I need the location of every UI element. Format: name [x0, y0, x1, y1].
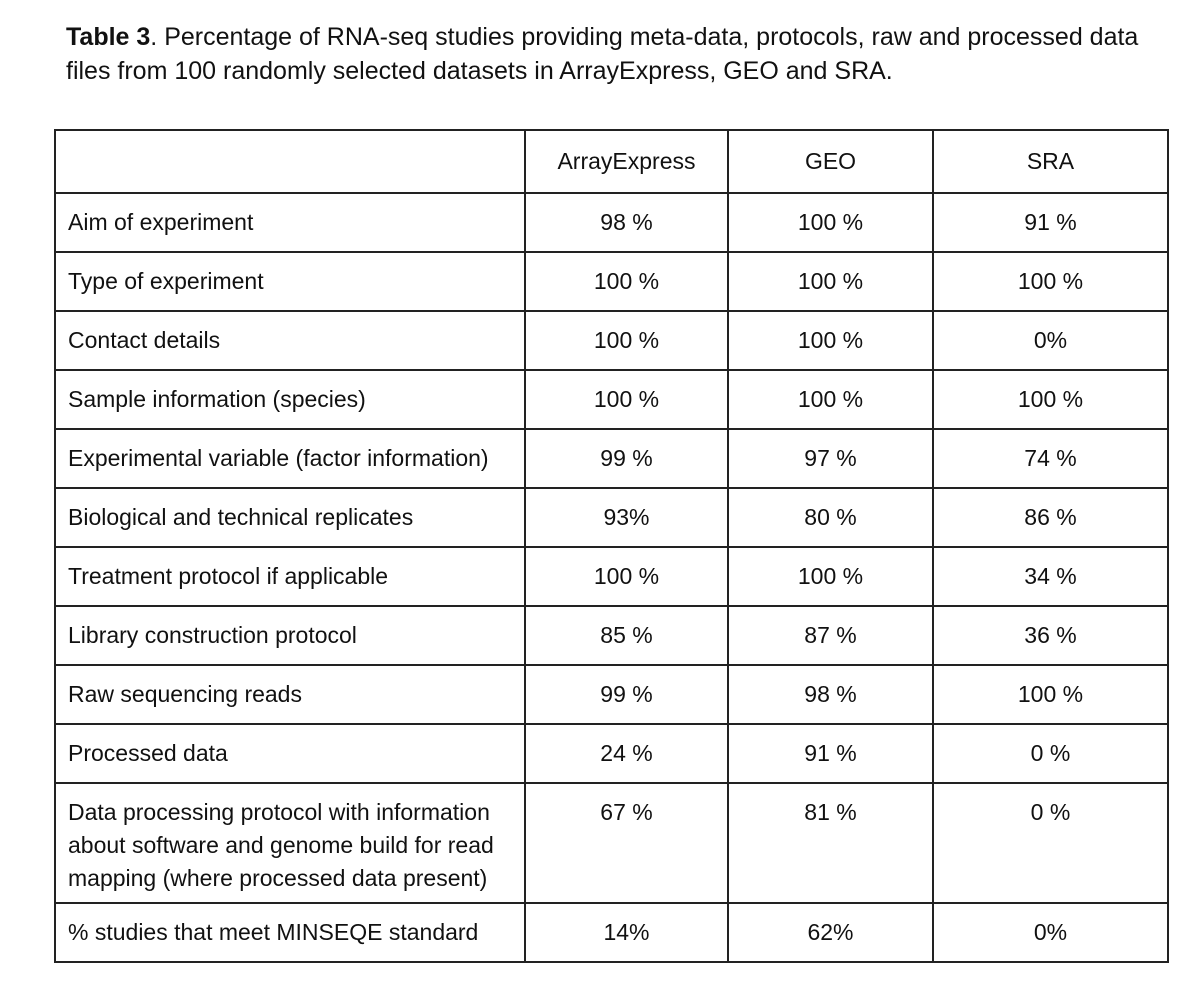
caption-label: Table 3 — [66, 23, 151, 51]
table-row: Data processing protocol with informatio… — [54, 782, 1169, 904]
table-header-row: ArrayExpress GEO SRA — [54, 129, 1169, 194]
cell-sra: 0 % — [932, 723, 1169, 784]
row-label: Library construction protocol — [54, 605, 526, 666]
cell-arrayexpress: 14% — [524, 902, 729, 963]
cell-sra: 100 % — [932, 369, 1169, 430]
table-row: Library construction protocol 85 % 87 % … — [54, 605, 1169, 666]
cell-arrayexpress: 100 % — [524, 251, 729, 312]
cell-sra: 91 % — [932, 192, 1169, 253]
cell-arrayexpress: 100 % — [524, 546, 729, 607]
cell-sra: 0% — [932, 902, 1169, 963]
cell-geo: 100 % — [727, 192, 934, 253]
header-cell-arrayexpress: ArrayExpress — [524, 129, 729, 194]
table-row: Processed data 24 % 91 % 0 % — [54, 723, 1169, 784]
table-row: Aim of experiment 98 % 100 % 91 % — [54, 192, 1169, 253]
row-label: Type of experiment — [54, 251, 526, 312]
cell-geo: 100 % — [727, 310, 934, 371]
row-label: Contact details — [54, 310, 526, 371]
cell-sra: 36 % — [932, 605, 1169, 666]
table-row: Sample information (species) 100 % 100 %… — [54, 369, 1169, 430]
cell-geo: 80 % — [727, 487, 934, 548]
cell-geo: 100 % — [727, 251, 934, 312]
row-label: Biological and technical replicates — [54, 487, 526, 548]
table-row: Biological and technical replicates 93% … — [54, 487, 1169, 548]
cell-arrayexpress: 100 % — [524, 369, 729, 430]
cell-geo: 91 % — [727, 723, 934, 784]
data-table: ArrayExpress GEO SRA Aim of experiment 9… — [54, 129, 1169, 963]
cell-arrayexpress: 93% — [524, 487, 729, 548]
table-row: Treatment protocol if applicable 100 % 1… — [54, 546, 1169, 607]
cell-geo: 100 % — [727, 546, 934, 607]
cell-sra: 0% — [932, 310, 1169, 371]
cell-geo: 98 % — [727, 664, 934, 725]
table-row: Experimental variable (factor informatio… — [54, 428, 1169, 489]
cell-geo: 81 % — [727, 782, 934, 904]
cell-geo: 87 % — [727, 605, 934, 666]
cell-arrayexpress: 99 % — [524, 664, 729, 725]
header-cell-sra: SRA — [932, 129, 1169, 194]
row-label: Sample information (species) — [54, 369, 526, 430]
cell-arrayexpress: 98 % — [524, 192, 729, 253]
cell-geo: 62% — [727, 902, 934, 963]
row-label: Aim of experiment — [54, 192, 526, 253]
cell-sra: 100 % — [932, 664, 1169, 725]
cell-geo: 100 % — [727, 369, 934, 430]
cell-arrayexpress: 24 % — [524, 723, 729, 784]
row-label: Processed data — [54, 723, 526, 784]
cell-sra: 34 % — [932, 546, 1169, 607]
row-label: Raw sequencing reads — [54, 664, 526, 725]
cell-geo: 97 % — [727, 428, 934, 489]
cell-arrayexpress: 100 % — [524, 310, 729, 371]
header-cell-geo: GEO — [727, 129, 934, 194]
cell-sra: 0 % — [932, 782, 1169, 904]
table-row: % studies that meet MINSEQE standard 14%… — [54, 902, 1169, 963]
cell-arrayexpress: 67 % — [524, 782, 729, 904]
table-row: Raw sequencing reads 99 % 98 % 100 % — [54, 664, 1169, 725]
cell-sra: 86 % — [932, 487, 1169, 548]
row-label: Treatment protocol if applicable — [54, 546, 526, 607]
table-row: Contact details 100 % 100 % 0% — [54, 310, 1169, 371]
cell-sra: 100 % — [932, 251, 1169, 312]
cell-arrayexpress: 85 % — [524, 605, 729, 666]
row-label: % studies that meet MINSEQE standard — [54, 902, 526, 963]
table-caption: Table 3. Percentage of RNA-seq studies p… — [66, 20, 1166, 88]
row-label: Data processing protocol with informatio… — [54, 782, 526, 904]
cell-sra: 74 % — [932, 428, 1169, 489]
caption-text: . Percentage of RNA-seq studies providin… — [66, 23, 1139, 85]
row-label: Experimental variable (factor informatio… — [54, 428, 526, 489]
header-cell-blank — [54, 129, 526, 194]
cell-arrayexpress: 99 % — [524, 428, 729, 489]
table-row: Type of experiment 100 % 100 % 100 % — [54, 251, 1169, 312]
